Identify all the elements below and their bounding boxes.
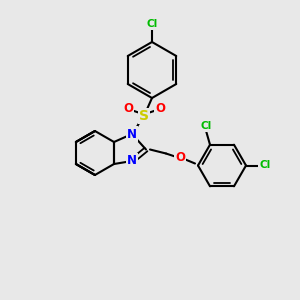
Text: Cl: Cl	[260, 160, 271, 170]
Text: S: S	[139, 109, 149, 123]
Text: N: N	[127, 128, 137, 140]
Text: O: O	[175, 151, 185, 164]
Text: O: O	[123, 101, 133, 115]
Text: N: N	[127, 154, 137, 167]
Text: Cl: Cl	[200, 121, 211, 131]
Text: Cl: Cl	[146, 19, 158, 29]
Text: O: O	[155, 101, 165, 115]
